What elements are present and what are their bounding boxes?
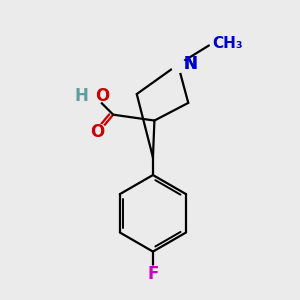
Text: CH₃: CH₃ [212,37,242,52]
Text: H: H [74,86,88,104]
Text: F: F [147,265,159,283]
Text: N: N [183,55,197,73]
Text: O: O [95,86,110,104]
Text: O: O [90,123,104,141]
Text: N: N [183,55,197,73]
